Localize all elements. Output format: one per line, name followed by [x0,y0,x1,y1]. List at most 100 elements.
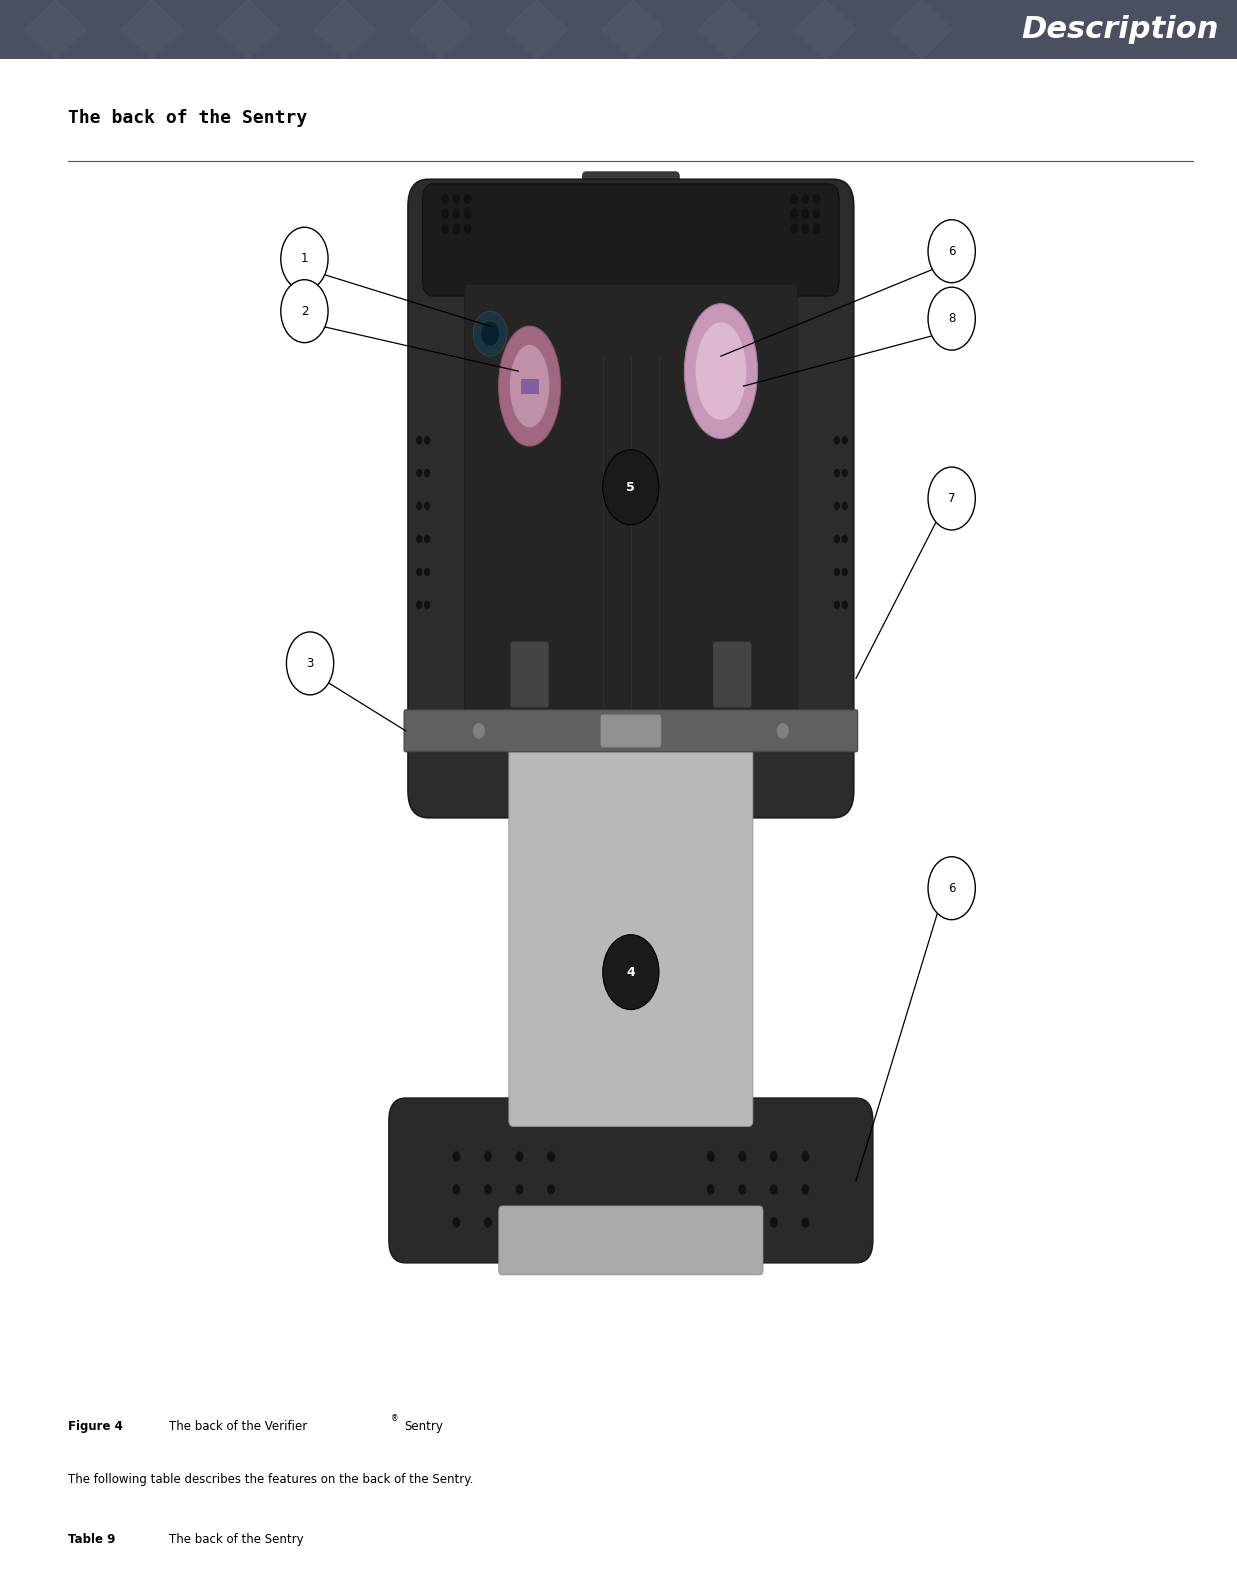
FancyBboxPatch shape [600,714,662,747]
Circle shape [928,466,975,530]
Ellipse shape [510,344,549,427]
Polygon shape [121,0,183,59]
FancyBboxPatch shape [508,744,753,1126]
Bar [521,379,538,393]
Polygon shape [313,0,375,59]
Polygon shape [891,0,952,59]
Polygon shape [602,0,664,59]
Circle shape [547,1216,555,1228]
Circle shape [841,469,847,477]
Circle shape [706,1151,715,1161]
Circle shape [802,208,809,219]
Circle shape [516,1216,523,1228]
Circle shape [834,601,840,609]
Text: Sentry: Sentry [404,1421,443,1434]
Circle shape [464,224,471,235]
Circle shape [802,224,809,235]
Circle shape [834,568,840,576]
Circle shape [474,311,507,357]
FancyBboxPatch shape [388,1098,873,1262]
Circle shape [790,224,798,235]
Circle shape [738,1216,746,1228]
Circle shape [281,279,328,343]
Circle shape [602,934,659,1010]
Text: 2: 2 [301,305,308,317]
Text: 4: 4 [626,966,636,979]
Circle shape [790,193,798,205]
Circle shape [802,1185,809,1194]
Circle shape [777,723,789,739]
FancyBboxPatch shape [423,184,839,297]
Polygon shape [794,0,856,59]
Text: 5: 5 [626,481,636,493]
Circle shape [453,193,460,205]
Circle shape [602,450,659,525]
Circle shape [442,193,449,205]
Text: The back of the Verifier: The back of the Verifier [169,1421,308,1434]
Circle shape [424,534,430,542]
FancyBboxPatch shape [713,642,751,707]
Circle shape [442,208,449,219]
Circle shape [841,568,847,576]
Circle shape [287,631,334,695]
Circle shape [547,1151,555,1161]
Polygon shape [25,0,87,59]
Circle shape [453,1185,460,1194]
Text: Description: Description [1021,14,1218,44]
Circle shape [416,469,422,477]
Circle shape [281,227,328,290]
Circle shape [802,1151,809,1161]
Circle shape [802,1216,809,1228]
Circle shape [841,601,847,609]
Circle shape [738,1185,746,1194]
FancyBboxPatch shape [499,1205,763,1275]
Circle shape [464,208,471,219]
Circle shape [928,287,975,351]
Circle shape [834,469,840,477]
Circle shape [813,193,820,205]
Circle shape [484,1185,492,1194]
Circle shape [473,723,485,739]
Polygon shape [218,0,280,59]
Text: The back of the Sentry: The back of the Sentry [68,109,307,127]
Circle shape [416,534,422,542]
Circle shape [706,1216,715,1228]
Circle shape [424,568,430,576]
Circle shape [516,1151,523,1161]
Text: 7: 7 [948,492,955,504]
Circle shape [841,534,847,542]
FancyBboxPatch shape [464,284,798,742]
Circle shape [813,224,820,235]
FancyBboxPatch shape [404,711,857,752]
Circle shape [416,568,422,576]
FancyBboxPatch shape [511,642,549,707]
Ellipse shape [499,327,560,446]
Circle shape [424,501,430,511]
FancyBboxPatch shape [408,179,854,818]
Text: ®: ® [391,1415,398,1423]
Circle shape [416,601,422,609]
Polygon shape [409,0,471,59]
Circle shape [769,1185,778,1194]
Text: 8: 8 [948,312,955,325]
Circle shape [442,224,449,235]
Circle shape [424,601,430,609]
Circle shape [769,1216,778,1228]
FancyBboxPatch shape [583,171,679,211]
Text: 3: 3 [307,657,314,669]
Text: The following table describes the features on the back of the Sentry.: The following table describes the featur… [68,1473,474,1486]
Bar [68,1578,1194,1586]
Circle shape [416,501,422,511]
Circle shape [841,501,847,511]
Circle shape [928,856,975,920]
Circle shape [453,1216,460,1228]
Circle shape [424,469,430,477]
Circle shape [706,1185,715,1194]
Circle shape [802,193,809,205]
Circle shape [453,1151,460,1161]
Text: Figure 4: Figure 4 [68,1421,122,1434]
Circle shape [464,193,471,205]
Circle shape [769,1151,778,1161]
Circle shape [790,208,798,219]
Circle shape [834,501,840,511]
